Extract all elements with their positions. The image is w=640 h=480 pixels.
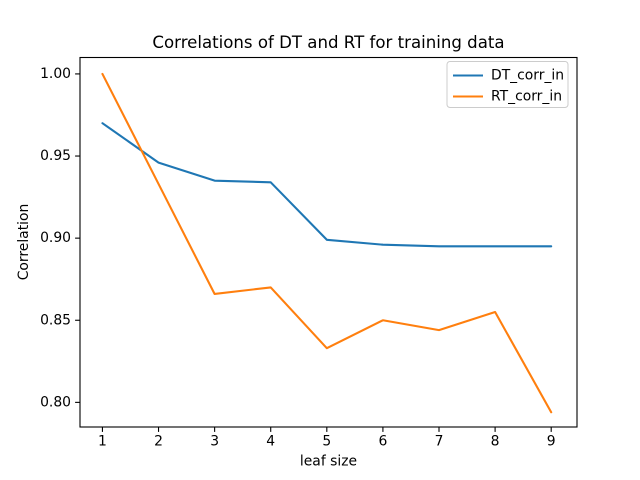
- x-axis-ticks: [101, 427, 552, 432]
- chart-title: Correlations of DT and RT for training d…: [152, 33, 504, 52]
- x-axis-tick-labels: 1 2 3 4 5 6 7 8 9: [98, 434, 556, 450]
- x-tick-label: 9: [547, 434, 556, 450]
- x-tick-label: 1: [98, 434, 107, 450]
- x-tick-label: 8: [491, 434, 500, 450]
- x-tick-label: 2: [154, 434, 163, 450]
- y-tick-label: 0.95: [40, 148, 71, 164]
- x-tick-label: 7: [435, 434, 444, 450]
- dt-corr-in-line: [101, 122, 553, 248]
- y-tick-label: 0.85: [40, 312, 71, 328]
- y-tick-label: 0.90: [40, 230, 71, 246]
- y-tick-label: 1.00: [40, 66, 71, 82]
- x-axis-label: leaf size: [300, 454, 357, 470]
- series-lines: [101, 72, 553, 414]
- legend: DT_corr_in RT_corr_in: [446, 61, 569, 108]
- x-tick-label: 4: [266, 434, 275, 450]
- y-axis-tick-labels: 0.80 0.85 0.90 0.95 1.00: [40, 66, 71, 410]
- legend-label-rt-corr: RT_corr_in: [491, 89, 562, 105]
- rt-corr-in-line: [101, 72, 553, 414]
- x-tick-label: 6: [378, 434, 387, 450]
- plot-area-border: [79, 56, 578, 428]
- legend-label-dt-corr: DT_corr_in: [491, 68, 564, 84]
- y-axis-ticks: [75, 73, 80, 403]
- x-tick-label: 5: [322, 434, 331, 450]
- y-axis-label: Correlation: [16, 204, 32, 281]
- x-tick-label: 3: [210, 434, 219, 450]
- y-tick-label: 0.80: [40, 394, 71, 410]
